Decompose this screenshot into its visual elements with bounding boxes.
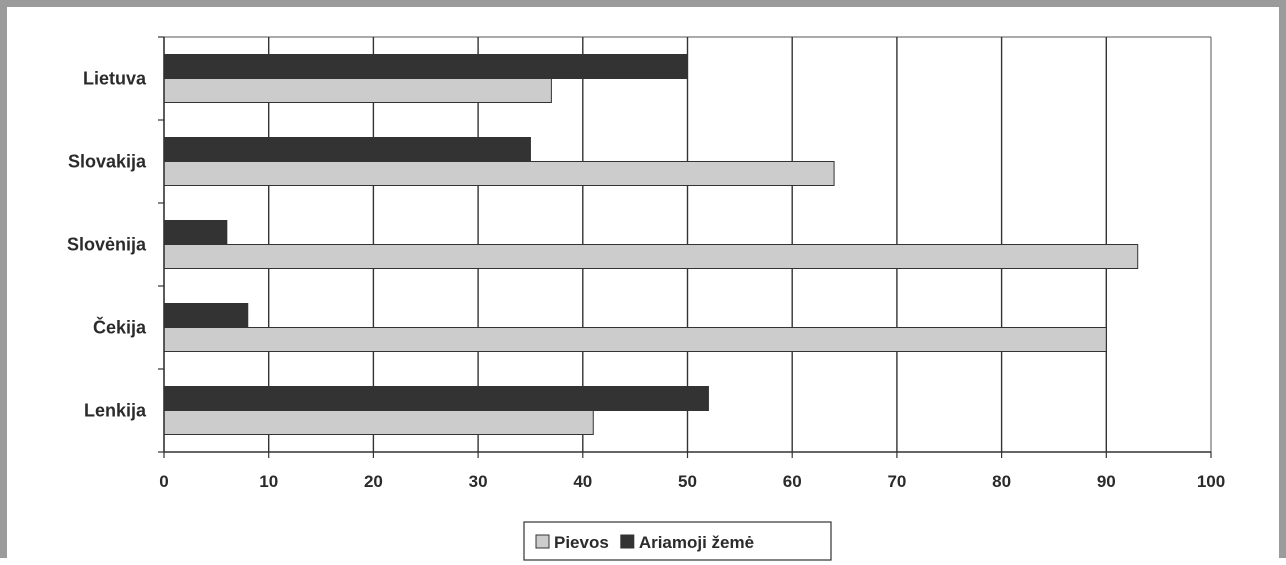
x-tick-label: 30 [469, 472, 488, 491]
x-tick-label: 50 [678, 472, 697, 491]
bar-pievos [163, 161, 835, 186]
category-label: Slovakija [68, 152, 147, 172]
bar-chart: 0 10 20 30 40 50 60 70 80 90 100 Lietuva Slovakija Sl… [67, 36, 1225, 561]
x-tick-label: 80 [992, 472, 1011, 491]
bar-pievos [163, 244, 1139, 269]
bar-pievos [163, 327, 1107, 352]
bar-ariamoji-zeme [163, 303, 249, 328]
x-tick-label: 0 [159, 472, 168, 491]
bar-ariamoji-zeme [163, 220, 228, 245]
bars [163, 54, 1139, 435]
category-label: Lietuva [83, 69, 147, 89]
legend-label: Pievos [554, 533, 609, 552]
bar-pievos [163, 78, 552, 103]
x-tick-label: 20 [364, 472, 383, 491]
x-tick-label: 90 [1097, 472, 1116, 491]
category-label: Slovėnija [67, 235, 147, 255]
legend-swatch [535, 534, 550, 549]
legend-box [523, 521, 832, 561]
x-tick-label: 10 [259, 472, 278, 491]
x-tick-label: 100 [1197, 472, 1225, 491]
legend-swatch [620, 534, 635, 549]
bar-pievos [163, 410, 594, 435]
x-tick-label: 60 [783, 472, 802, 491]
bar-ariamoji-zeme [163, 137, 531, 162]
bar-ariamoji-zeme [163, 54, 688, 79]
legend: Pievos Ariamoji žemė [523, 521, 832, 561]
category-label: Lenkija [84, 401, 147, 421]
axes [158, 36, 1212, 458]
labels: 0 10 20 30 40 50 60 70 80 90 100 Lietuva Slovakija Sl… [67, 69, 1225, 492]
x-tick-label: 70 [887, 472, 906, 491]
bar-ariamoji-zeme [163, 386, 709, 411]
legend-label: Ariamoji žemė [639, 533, 754, 552]
category-label: Čekija [93, 317, 147, 338]
x-tick-label: 40 [573, 472, 592, 491]
